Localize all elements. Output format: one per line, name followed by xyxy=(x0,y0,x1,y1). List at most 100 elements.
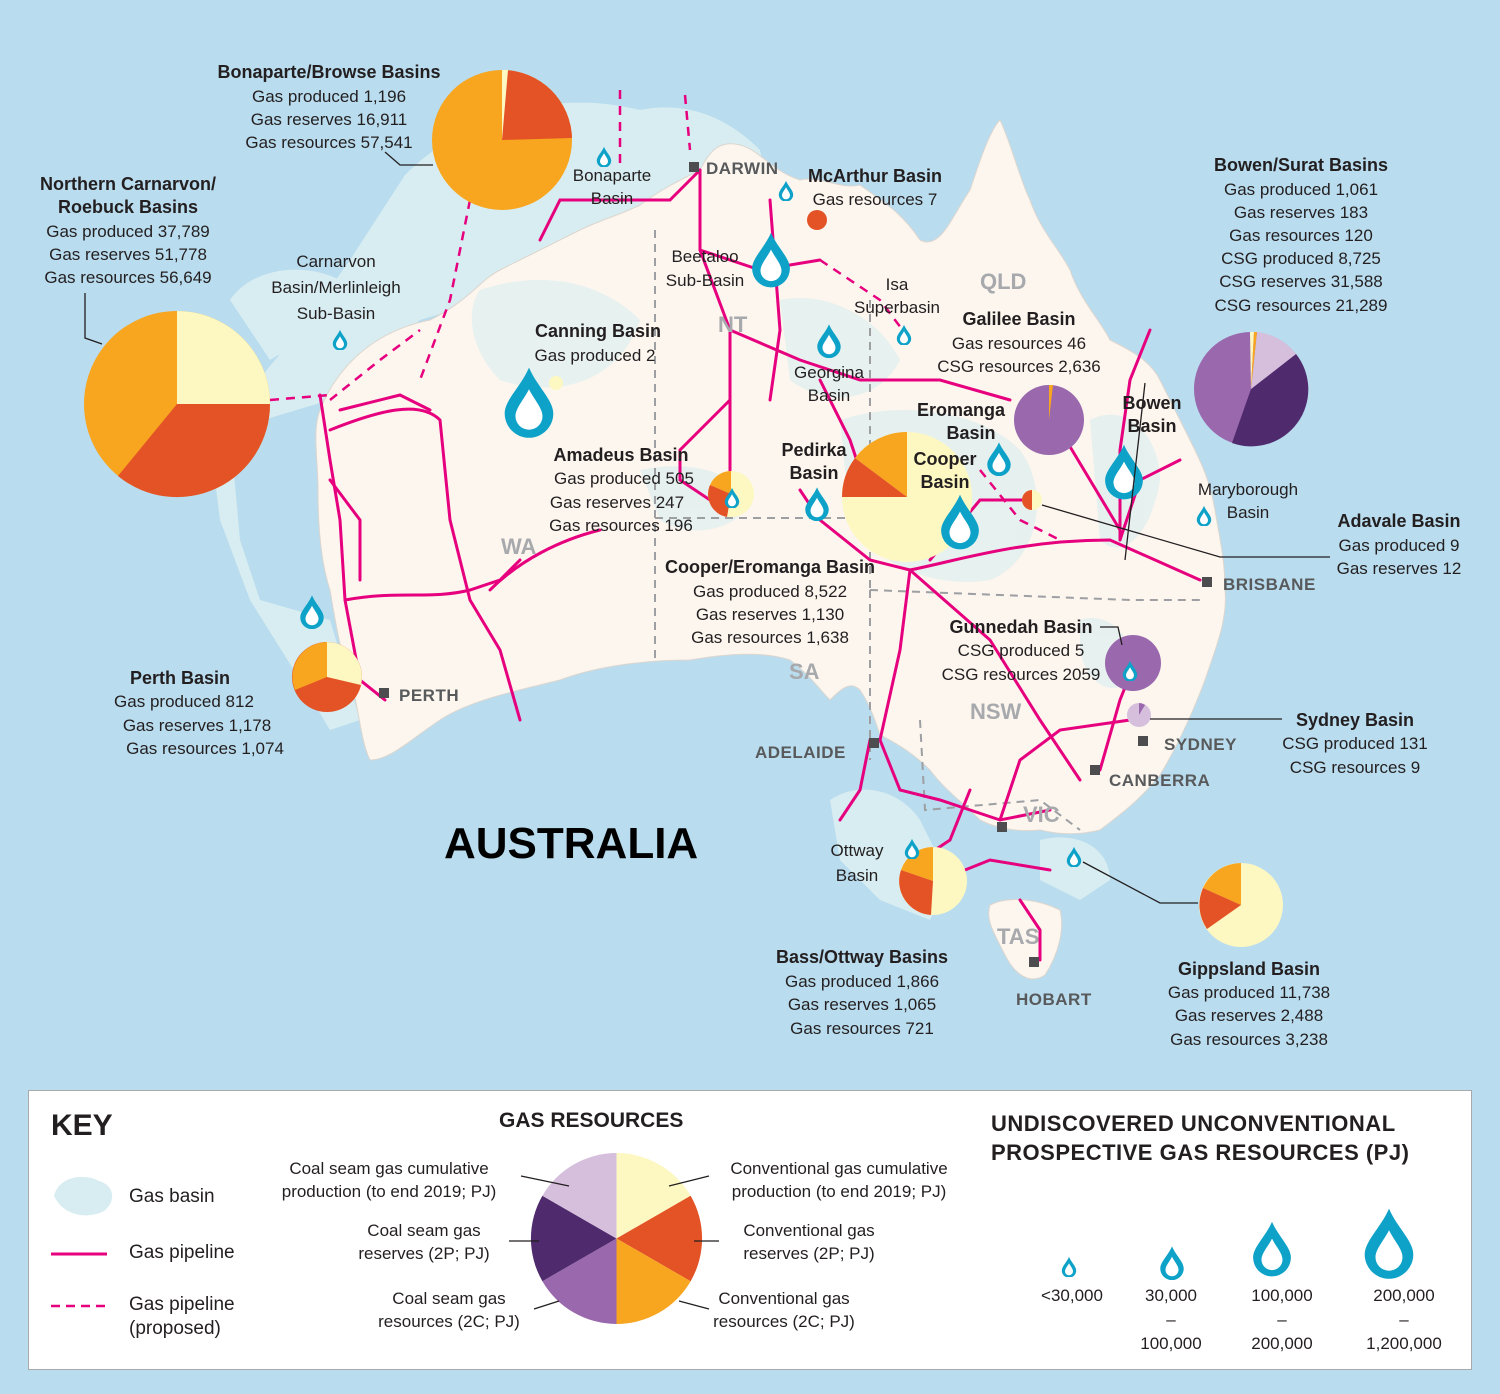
amadeus-line: Gas reserves 247 xyxy=(550,493,684,512)
tasmania xyxy=(988,899,1063,980)
northern-carnarvon-line: Gas reserves 51,778 xyxy=(49,245,207,264)
pie-adavale xyxy=(1022,490,1042,510)
perth-line: Gas produced 812 xyxy=(114,692,254,711)
key-label-line: Conventional gas xyxy=(718,1289,850,1308)
pie-bowen-surat xyxy=(1194,331,1309,447)
key-proposed-line2: (proposed) xyxy=(129,1318,221,1339)
bowen-surat-line: CSG produced 8,725 xyxy=(1221,249,1381,268)
gunnedah-line: CSG resources 2059 xyxy=(942,665,1101,684)
perth-name: Perth Basin xyxy=(130,668,230,688)
pie-cooper-eromanga xyxy=(842,432,972,562)
pie-mcarthur xyxy=(807,210,827,230)
key-conv-resources: Conventional gas resources (2C; PJ) xyxy=(699,1287,869,1333)
key-label-line: Coal seam gas xyxy=(392,1289,506,1308)
bowen-surat-line: CSG resources 21,289 xyxy=(1215,296,1388,315)
drop-class-line: 200,000 xyxy=(1373,1286,1435,1305)
drop-icon xyxy=(1364,1208,1414,1279)
drop-class-line: – xyxy=(1277,1310,1287,1329)
drop-class-line: 100,000 xyxy=(1251,1286,1313,1305)
mcarthur-line: Gas resources 7 xyxy=(813,190,938,209)
northern-carnarvon-line: Gas resources 56,649 xyxy=(44,268,211,287)
drop-class-line: – xyxy=(1399,1310,1409,1329)
cooper-line: Basin xyxy=(920,472,969,492)
amadeus-line: Gas produced 505 xyxy=(554,469,694,488)
adavale-line: Gas reserves 12 xyxy=(1337,559,1462,578)
key-label-line: Coal seam gas xyxy=(367,1221,481,1240)
state-label: WA xyxy=(501,534,537,559)
state-label: QLD xyxy=(980,269,1026,294)
pie-sydney xyxy=(1127,703,1151,727)
proposed-pipeline-swatch xyxy=(51,1304,107,1308)
cooper-eromanga-name: Cooper/Eromanga Basin xyxy=(665,557,875,577)
bonaparte-browse-line: Gas resources 57,541 xyxy=(245,133,412,152)
cooper-eromanga-line: Gas reserves 1,130 xyxy=(696,605,844,624)
bowen-line: Bowen xyxy=(1122,393,1181,413)
key-gas-basin: Gas basin xyxy=(129,1186,215,1207)
pie-gippsland xyxy=(1199,863,1283,947)
pie-charts xyxy=(84,69,1309,947)
sydney-line: CSG produced 131 xyxy=(1282,734,1428,753)
drop-size-legend xyxy=(1061,1208,1414,1280)
galilee-line: CSG resources 2,636 xyxy=(937,357,1100,376)
bass-ottway-name: Bass/Ottway Basins xyxy=(776,947,948,967)
sydney-name: Sydney Basin xyxy=(1296,710,1414,730)
bowen-surat-line: Gas resources 120 xyxy=(1229,226,1373,245)
ottway-line: Basin xyxy=(836,866,879,885)
key-csg-cumulative: Coal seam gas cumulative production (to … xyxy=(264,1157,514,1203)
cooper-eromanga-line: Gas produced 8,522 xyxy=(693,582,847,601)
bass-ottway-line: Gas produced 1,866 xyxy=(785,972,939,991)
drop-class-line: 1,200,000 xyxy=(1366,1334,1442,1353)
amadeus-line: Gas resources 196 xyxy=(549,516,693,535)
canning-line: Gas produced 2 xyxy=(535,346,656,365)
drop-icon xyxy=(1061,1256,1077,1277)
gas-basin-swatch xyxy=(54,1176,113,1216)
eromanga-line: Basin xyxy=(946,423,995,443)
beetaloo-line: Beetaloo xyxy=(671,247,738,266)
drop-class-1: <30,000 xyxy=(1012,1284,1132,1308)
city-label: BRISBANE xyxy=(1223,575,1316,594)
key-csg-reserves: Coal seam gas reserves (2P; PJ) xyxy=(349,1219,499,1265)
bowen-line: Basin xyxy=(1127,416,1176,436)
isa-line: Isa xyxy=(886,275,909,294)
city-label: DARWIN xyxy=(706,159,779,178)
state-label: NT xyxy=(718,312,748,337)
bowen-surat-name: Bowen/Surat Basins xyxy=(1214,155,1388,175)
drop-class-3: 100,000 – 200,000 xyxy=(1222,1284,1342,1356)
gunnedah-name: Gunnedah Basin xyxy=(949,617,1092,637)
key-gas-pipeline: Gas pipeline xyxy=(129,1242,235,1263)
pie-perth xyxy=(292,642,362,712)
eromanga-line: Eromanga xyxy=(917,400,1006,420)
undiscovered-title: UNDISCOVERED UNCONVENTIONAL PROSPECTIVE … xyxy=(991,1109,1409,1167)
key-title: KEY xyxy=(51,1109,113,1142)
key-conv-cumulative: Conventional gas cumulative production (… xyxy=(709,1157,969,1203)
key-label-line: production (to end 2019; PJ) xyxy=(731,1182,947,1201)
northern-carnarvon-name: Northern Carnarvon/ xyxy=(40,174,216,194)
key-label-line: production (to end 2019; PJ) xyxy=(281,1182,497,1201)
bonaparte-line: Basin xyxy=(591,189,634,208)
key-conv-reserves: Conventional gas reserves (2P; PJ) xyxy=(724,1219,894,1265)
sydney-line: CSG resources 9 xyxy=(1290,758,1420,777)
undiscovered-title-line: UNDISCOVERED UNCONVENTIONAL xyxy=(991,1111,1396,1136)
key-label-line: Conventional gas cumulative xyxy=(730,1159,948,1178)
drop-class-line: 100,000 xyxy=(1140,1334,1202,1353)
city-label: HOBART xyxy=(1016,990,1092,1009)
beetaloo-line: Sub-Basin xyxy=(666,271,744,290)
gunnedah-line: CSG produced 5 xyxy=(958,641,1085,660)
key-label-line: Coal seam gas cumulative xyxy=(289,1159,489,1178)
bonaparte-browse-line: Gas produced 1,196 xyxy=(252,87,406,106)
city-markers xyxy=(379,162,1212,967)
carnarvon-merlinleigh-line: Carnarvon xyxy=(296,252,375,271)
pie-canning xyxy=(549,376,563,390)
drop-class-line: <30,000 xyxy=(1041,1286,1103,1305)
drop-icon xyxy=(1253,1221,1291,1277)
isa-line: Superbasin xyxy=(854,298,940,317)
drop-class-line: 30,000 xyxy=(1145,1286,1197,1305)
adavale-name: Adavale Basin xyxy=(1337,511,1460,531)
drop-class-line: – xyxy=(1166,1310,1176,1329)
cooper-eromanga-line: Gas resources 1,638 xyxy=(691,628,849,647)
map-title: AUSTRALIA xyxy=(444,819,698,868)
key-gas-pipeline-proposed: Gas pipeline (proposed) xyxy=(129,1293,235,1341)
gas-resources-leaders xyxy=(509,1175,719,1310)
pedirka-line: Pedirka xyxy=(781,440,847,460)
